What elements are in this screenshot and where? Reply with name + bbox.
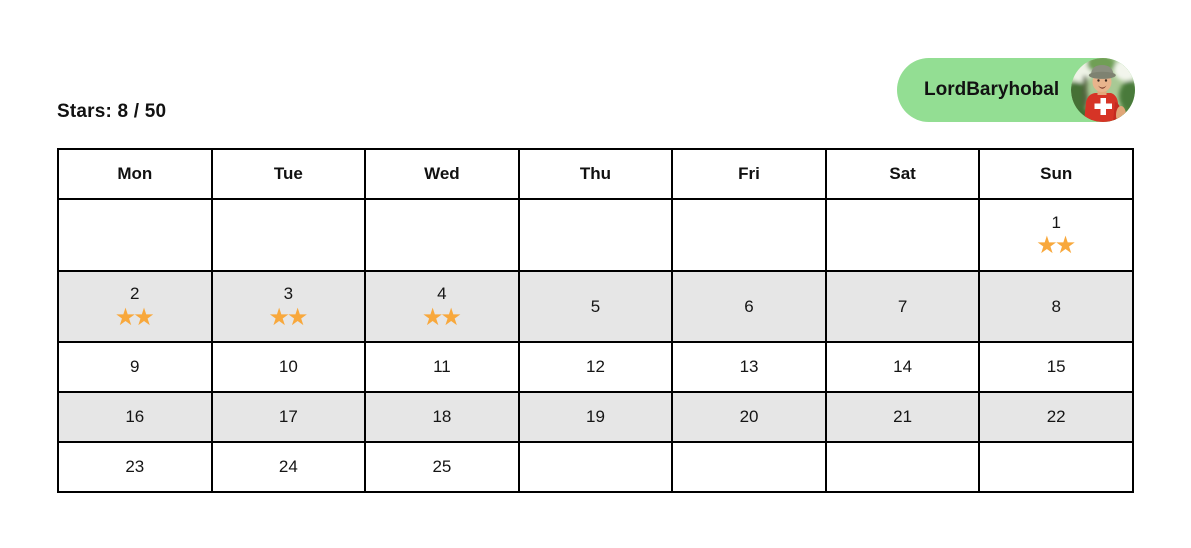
day-number: 13 (739, 357, 759, 377)
day-cell-3[interactable]: 3 ★★ (210, 270, 367, 343)
day-number: 11 (433, 357, 451, 377)
weekday-header-thu: Thu (517, 148, 674, 200)
day-cell-10[interactable]: 10 (210, 341, 367, 393)
calendar-header: Mon Tue Wed Thu Fri Sat Sun (57, 148, 1134, 200)
day-number: 19 (586, 407, 605, 427)
day-cell-empty (671, 198, 827, 272)
day-cell-9[interactable]: 9 (57, 341, 213, 393)
day-number: 1 (1051, 212, 1061, 232)
star-icons: ★★ (1036, 232, 1076, 260)
day-number: 3 (283, 284, 294, 304)
day-number: 23 (125, 457, 145, 477)
day-number: 15 (1046, 357, 1066, 377)
day-number: 18 (432, 407, 452, 427)
weekday-header-sun: Sun (978, 148, 1134, 200)
day-number: 21 (893, 407, 913, 427)
stars-count-label: Stars: 8 / 50 (57, 101, 167, 122)
user-avatar-icon (1071, 58, 1135, 122)
weekday-header-sat: Sat (824, 148, 981, 200)
day-cell-11[interactable]: 11 (364, 341, 520, 393)
weekday-header-tue: Tue (210, 148, 367, 200)
day-number: 24 (278, 457, 298, 477)
star-icons: ★★ (268, 303, 308, 331)
day-cell-22[interactable]: 22 (978, 391, 1134, 443)
day-cell-empty (978, 441, 1134, 493)
weekday-header-mon: Mon (57, 148, 213, 200)
day-number: 20 (739, 407, 759, 427)
day-cell-empty (210, 198, 367, 272)
day-number: 9 (130, 357, 140, 377)
day-cell-empty (671, 441, 827, 493)
day-cell-7[interactable]: 7 (824, 270, 981, 343)
day-number: 12 (586, 357, 605, 377)
day-cell-empty (364, 198, 520, 272)
weekday-header-row: Mon Tue Wed Thu Fri Sat Sun (57, 148, 1134, 200)
day-cell-25[interactable]: 25 (364, 441, 520, 493)
day-cell-4[interactable]: 4 ★★ (364, 270, 520, 343)
calendar-row: 1 ★★ (57, 198, 1134, 272)
calendar-body: 1 ★★ 2 ★★ 3 ★★ 4 ★★ 5 6 7 8 9 10 11 12 13 14 15 16 17 18 19 20 2… (57, 198, 1134, 493)
day-cell-12[interactable]: 12 (517, 341, 674, 393)
day-number: 10 (278, 357, 298, 377)
day-cell-15[interactable]: 15 (978, 341, 1134, 393)
day-cell-empty (824, 198, 981, 272)
day-number: 16 (125, 407, 145, 427)
day-cell-2[interactable]: 2 ★★ (57, 270, 213, 343)
day-cell-23[interactable]: 23 (57, 441, 213, 493)
day-number: 4 (437, 284, 447, 304)
day-number: 7 (897, 296, 908, 316)
day-cell-empty (824, 441, 981, 493)
day-cell-19[interactable]: 19 (517, 391, 674, 443)
advent-calendar: Mon Tue Wed Thu Fri Sat Sun 1 ★★ 2 ★★ 3 ★★ 4 ★★ 5 6 7 8 9 1… (57, 148, 1134, 493)
day-cell-21[interactable]: 21 (824, 391, 981, 443)
user-profile-pill[interactable]: LordBaryhobal (897, 58, 1135, 122)
star-icons: ★★ (421, 303, 462, 331)
day-cell-5[interactable]: 5 (517, 270, 674, 343)
day-cell-empty (517, 198, 674, 272)
day-cell-8[interactable]: 8 (978, 270, 1134, 343)
calendar-row: 23 24 25 (57, 441, 1134, 493)
calendar-row: 16 17 18 19 20 21 22 (57, 391, 1134, 443)
day-number: 6 (744, 296, 754, 316)
username-label: LordBaryhobal (924, 79, 1060, 100)
day-number: 25 (432, 457, 452, 477)
day-cell-17[interactable]: 17 (210, 391, 367, 443)
day-cell-24[interactable]: 24 (210, 441, 367, 493)
day-number: 17 (278, 407, 298, 427)
day-cell-1[interactable]: 1 ★★ (978, 198, 1134, 272)
weekday-header-fri: Fri (671, 148, 827, 200)
calendar-row: 9 10 11 12 13 14 15 (57, 341, 1134, 393)
day-number: 8 (1051, 296, 1061, 316)
day-cell-14[interactable]: 14 (824, 341, 981, 393)
day-number: 22 (1046, 407, 1066, 427)
day-cell-20[interactable]: 20 (671, 391, 827, 443)
day-number: 2 (130, 284, 140, 304)
day-cell-6[interactable]: 6 (671, 270, 827, 343)
day-cell-13[interactable]: 13 (671, 341, 827, 393)
day-cell-empty (517, 441, 674, 493)
day-cell-18[interactable]: 18 (364, 391, 520, 443)
star-icons: ★★ (114, 303, 155, 331)
day-number: 5 (590, 296, 601, 316)
weekday-header-wed: Wed (364, 148, 520, 200)
day-number: 14 (893, 357, 913, 377)
day-cell-empty (57, 198, 213, 272)
calendar-row: 2 ★★ 3 ★★ 4 ★★ 5 6 7 8 (57, 270, 1134, 343)
day-cell-16[interactable]: 16 (57, 391, 213, 443)
